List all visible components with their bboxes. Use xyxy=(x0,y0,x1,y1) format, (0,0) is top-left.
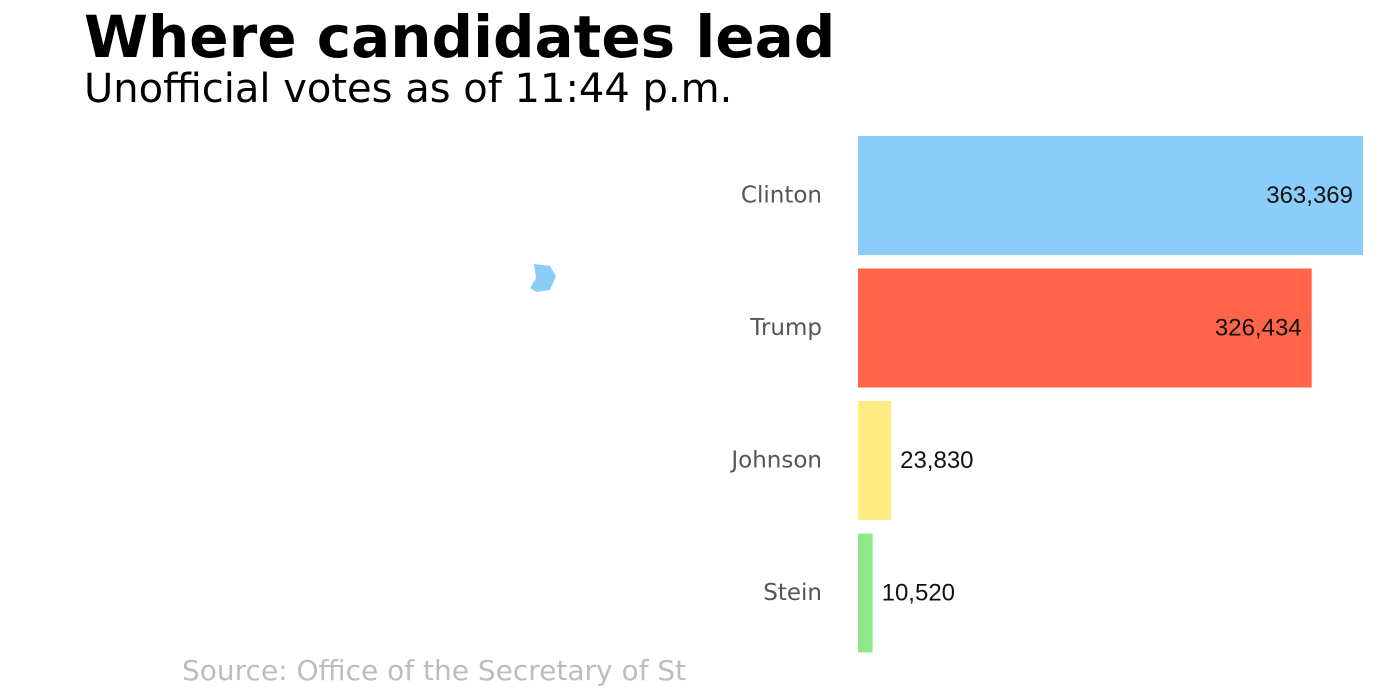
bar-johnson xyxy=(858,401,892,520)
chart-subtitle: Unofficial votes as of 11:44 p.m. xyxy=(84,66,733,112)
category-label-trump: Trump xyxy=(749,315,822,341)
value-label-clinton: 363,369 xyxy=(1266,182,1353,209)
value-label-trump: 326,434 xyxy=(1215,315,1302,342)
value-label-johnson: 23,830 xyxy=(900,447,973,474)
bar-clinton xyxy=(858,136,1363,255)
category-label-stein: Stein xyxy=(763,580,822,606)
category-label-clinton: Clinton xyxy=(741,183,822,209)
source-note: Source: Office of the Secretary of St xyxy=(182,654,687,687)
chart-title: Where candidates lead xyxy=(84,3,836,71)
bar-stein xyxy=(858,533,873,653)
value-label-stein: 10,520 xyxy=(882,580,955,607)
bar-trump xyxy=(858,268,1312,388)
map-region-shape xyxy=(530,264,556,292)
map-region-polygon xyxy=(530,264,556,292)
category-label-johnson: Johnson xyxy=(729,448,822,474)
